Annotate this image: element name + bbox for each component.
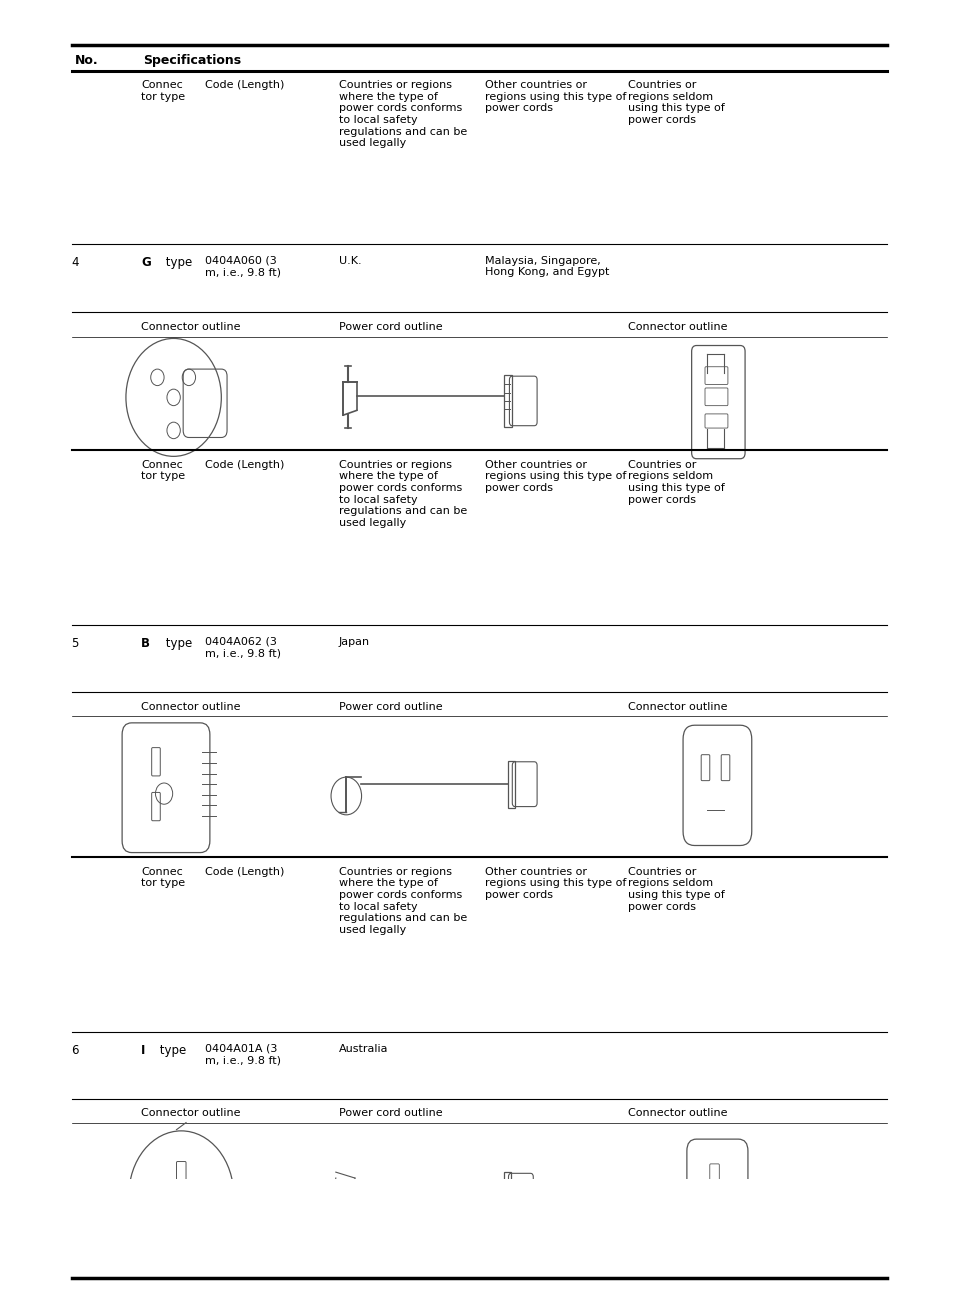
Text: B: B bbox=[141, 636, 150, 649]
Text: Other countries or
regions using this type of
power cords: Other countries or regions using this ty… bbox=[484, 867, 625, 899]
Text: 0404A060 (3
m, i.e., 9.8 ft): 0404A060 (3 m, i.e., 9.8 ft) bbox=[205, 255, 281, 277]
Text: type: type bbox=[162, 255, 193, 268]
Text: Specifications: Specifications bbox=[143, 54, 241, 67]
Text: Countries or
regions seldom
using this type of
power cords: Countries or regions seldom using this t… bbox=[627, 80, 723, 124]
Text: Japan: Japan bbox=[338, 636, 370, 647]
Text: Malaysia, Singapore,
Hong Kong, and Egypt: Malaysia, Singapore, Hong Kong, and Egyp… bbox=[484, 255, 608, 277]
Text: Code (Length): Code (Length) bbox=[205, 80, 284, 91]
Text: Connec
tor type: Connec tor type bbox=[141, 80, 185, 102]
Text: Connector outline: Connector outline bbox=[141, 701, 240, 712]
Text: 0404A062 (3
m, i.e., 9.8 ft): 0404A062 (3 m, i.e., 9.8 ft) bbox=[205, 636, 281, 658]
Text: type: type bbox=[156, 1043, 187, 1056]
Text: Other countries or
regions using this type of
power cords: Other countries or regions using this ty… bbox=[484, 460, 625, 492]
Text: 6: 6 bbox=[71, 1043, 79, 1056]
Text: Connector outline: Connector outline bbox=[627, 701, 726, 712]
Text: Australia: Australia bbox=[338, 1043, 388, 1054]
Text: No.: No. bbox=[74, 54, 98, 67]
Text: Code (Length): Code (Length) bbox=[205, 867, 284, 876]
Text: Connector outline: Connector outline bbox=[141, 321, 240, 332]
Text: Countries or regions
where the type of
power cords conforms
to local safety
regu: Countries or regions where the type of p… bbox=[338, 80, 466, 148]
Text: Countries or regions
where the type of
power cords conforms
to local safety
regu: Countries or regions where the type of p… bbox=[338, 460, 466, 527]
Text: Power cord outline: Power cord outline bbox=[338, 321, 442, 332]
Text: G: G bbox=[141, 255, 151, 268]
Text: Other countries or
regions using this type of
power cords: Other countries or regions using this ty… bbox=[484, 80, 625, 113]
Text: Code (Length): Code (Length) bbox=[205, 460, 284, 470]
Text: Connec
tor type: Connec tor type bbox=[141, 460, 185, 482]
Text: Power cord outline: Power cord outline bbox=[338, 1108, 442, 1118]
Text: Connector outline: Connector outline bbox=[627, 1108, 726, 1118]
Text: type: type bbox=[162, 636, 193, 649]
Text: Connec
tor type: Connec tor type bbox=[141, 867, 185, 888]
Text: I: I bbox=[141, 1043, 146, 1056]
Text: Connector outline: Connector outline bbox=[627, 321, 726, 332]
Text: Countries or regions
where the type of
power cords conforms
to local safety
regu: Countries or regions where the type of p… bbox=[338, 867, 466, 934]
Text: Countries or
regions seldom
using this type of
power cords: Countries or regions seldom using this t… bbox=[627, 460, 723, 504]
Text: U.K.: U.K. bbox=[338, 255, 361, 266]
Text: 4: 4 bbox=[71, 255, 79, 268]
Text: Power cord outline: Power cord outline bbox=[338, 701, 442, 712]
Text: Connector outline: Connector outline bbox=[141, 1108, 240, 1118]
Text: 5: 5 bbox=[71, 636, 79, 649]
Text: 0404A01A (3
m, i.e., 9.8 ft): 0404A01A (3 m, i.e., 9.8 ft) bbox=[205, 1043, 281, 1065]
Text: Countries or
regions seldom
using this type of
power cords: Countries or regions seldom using this t… bbox=[627, 867, 723, 911]
